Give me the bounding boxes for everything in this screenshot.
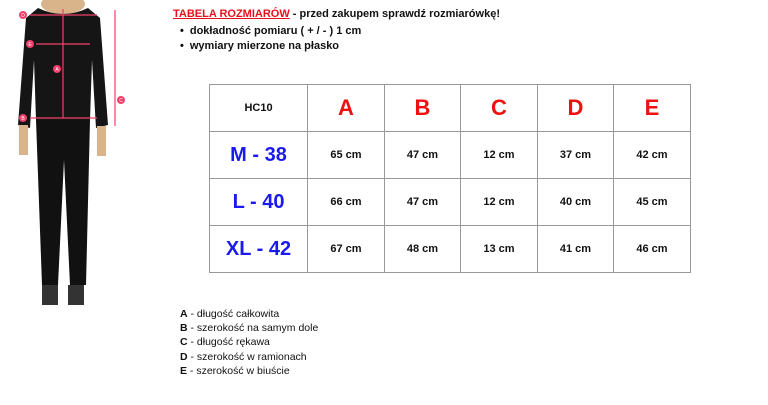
table-cell: 12 cm — [460, 131, 538, 179]
table-row: XL - 42 67 cm 48 cm 13 cm 41 cm 46 cm — [209, 225, 691, 273]
title-text: - przed zakupem sprawdź rozmiarówkę! — [289, 8, 500, 20]
column-header: C — [460, 84, 538, 132]
size-label: L - 40 — [209, 178, 308, 226]
legend-item: E - szerokość w biuście — [180, 365, 290, 377]
title-link[interactable]: TABELA ROZMIARÓW — [173, 8, 290, 20]
table-cell: 65 cm — [307, 131, 385, 179]
legend-item: D - szerokość w ramionach — [180, 351, 307, 363]
table-cell: 12 cm — [460, 178, 538, 226]
table-cell: 67 cm — [307, 225, 385, 273]
table-cell: 66 cm — [307, 178, 385, 226]
marker-b: B — [21, 116, 25, 122]
table-cell: 47 cm — [384, 131, 461, 179]
marker-e: E — [28, 42, 32, 48]
legend-item: B - szerokość na samym dole — [180, 322, 319, 334]
corner-cell: HC10 — [209, 84, 308, 132]
model-figure: D E A B C — [18, 0, 125, 305]
table-header-row: HC10 A B C D E — [209, 84, 691, 132]
table-cell: 47 cm — [384, 178, 461, 226]
table-cell: 37 cm — [537, 131, 614, 179]
size-label: XL - 42 — [209, 225, 308, 273]
size-label: M - 38 — [209, 131, 308, 179]
table-cell: 42 cm — [613, 131, 691, 179]
column-header: E — [613, 84, 691, 132]
table-cell: 40 cm — [537, 178, 614, 226]
table-cell: 41 cm — [537, 225, 614, 273]
page-title: TABELA ROZMIARÓW - przed zakupem sprawdź… — [173, 8, 500, 20]
table-cell: 46 cm — [613, 225, 691, 273]
legend-item: C - długość rękawa — [180, 336, 270, 348]
marker-a: A — [55, 67, 59, 73]
size-table: HC10 A B C D E M - 38 65 cm 47 cm 12 cm 37 … — [209, 84, 691, 273]
legend-item: A - długość całkowita — [180, 308, 280, 320]
table-row: L - 40 66 cm 47 cm 12 cm 40 cm 45 cm — [209, 178, 691, 226]
column-header: A — [307, 84, 385, 132]
table-cell: 13 cm — [460, 225, 538, 273]
table-cell: 48 cm — [384, 225, 461, 273]
bullet-item: wymiary mierzone na płasko — [180, 40, 339, 52]
table-row: M - 38 65 cm 47 cm 12 cm 37 cm 42 cm — [209, 131, 691, 179]
bullet-item: dokładność pomiaru ( + / - ) 1 cm — [180, 25, 361, 37]
table-cell: 45 cm — [613, 178, 691, 226]
measurement-markers — [19, 11, 125, 122]
marker-d: D — [21, 13, 25, 19]
column-header: D — [537, 84, 614, 132]
marker-c: C — [119, 98, 123, 104]
column-header: B — [384, 84, 461, 132]
